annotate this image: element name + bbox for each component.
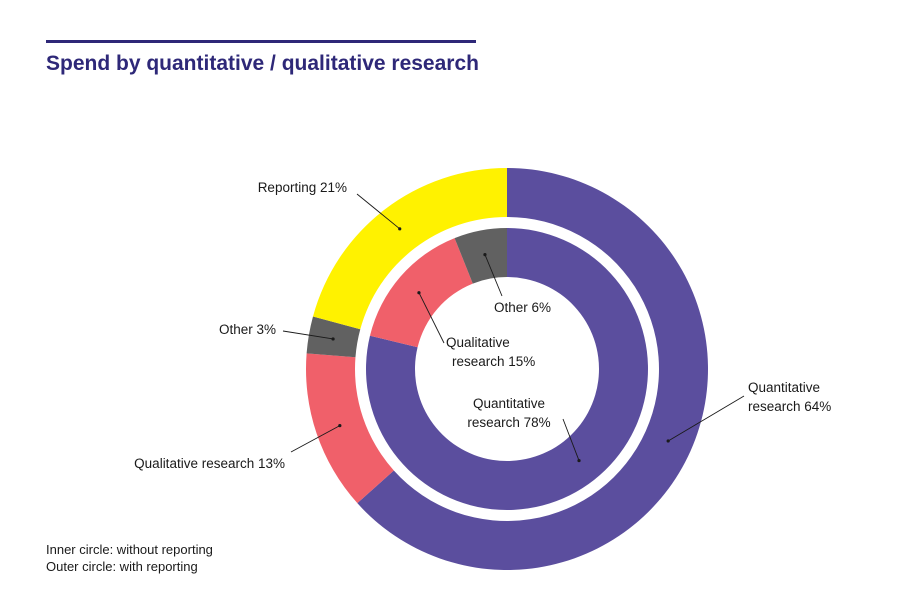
note-outer-circle: Outer circle: with reporting [46, 559, 198, 574]
outer-slice-label-0: Quantitative research 64% [748, 380, 831, 414]
inner-leader-line-1 [418, 292, 445, 344]
inner-leader-line-2 [484, 254, 503, 297]
outer-slice-1 [306, 353, 394, 504]
inner-slice-label-2: Other 6% [494, 300, 551, 315]
inner-slice-label-0: Quantitative research 78% [467, 396, 550, 430]
inner-slice-label-1: Qualitative research 15% [446, 335, 535, 369]
outer-leader-dot-3 [398, 227, 402, 231]
outer-slice-2 [306, 316, 361, 358]
title-rule [46, 40, 476, 43]
inner-leader-dot-1 [417, 291, 421, 295]
chart-notes: Inner circle: without reporting Outer ci… [46, 541, 213, 575]
inner-slice-0 [365, 228, 649, 510]
outer-slice-label-2: Other 3% [219, 322, 276, 337]
chart-title: Spend by quantitative / qualitative rese… [46, 52, 479, 75]
outer-leader-dot-1 [338, 424, 342, 428]
outer-slice-0 [357, 168, 709, 571]
note-inner-circle: Inner circle: without reporting [46, 542, 213, 557]
inner-slice-2 [454, 228, 507, 284]
outer-leader-line-3 [356, 193, 401, 230]
outer-leader-dot-2 [331, 337, 335, 341]
outer-leader-line-1 [290, 425, 341, 453]
inner-leader-line-0 [562, 418, 580, 461]
inner-leader-dot-0 [577, 458, 581, 463]
inner-leader-dot-2 [483, 253, 487, 257]
inner-slice-1 [369, 238, 473, 348]
outer-slice-3 [312, 168, 507, 330]
outer-leader-line-2 [282, 330, 334, 340]
outer-leader-dot-0 [666, 439, 670, 443]
outer-leader-line-0 [667, 395, 745, 442]
outer-slice-label-3: Reporting 21% [258, 180, 347, 195]
outer-slice-label-1: Qualitative research 13% [134, 456, 285, 471]
